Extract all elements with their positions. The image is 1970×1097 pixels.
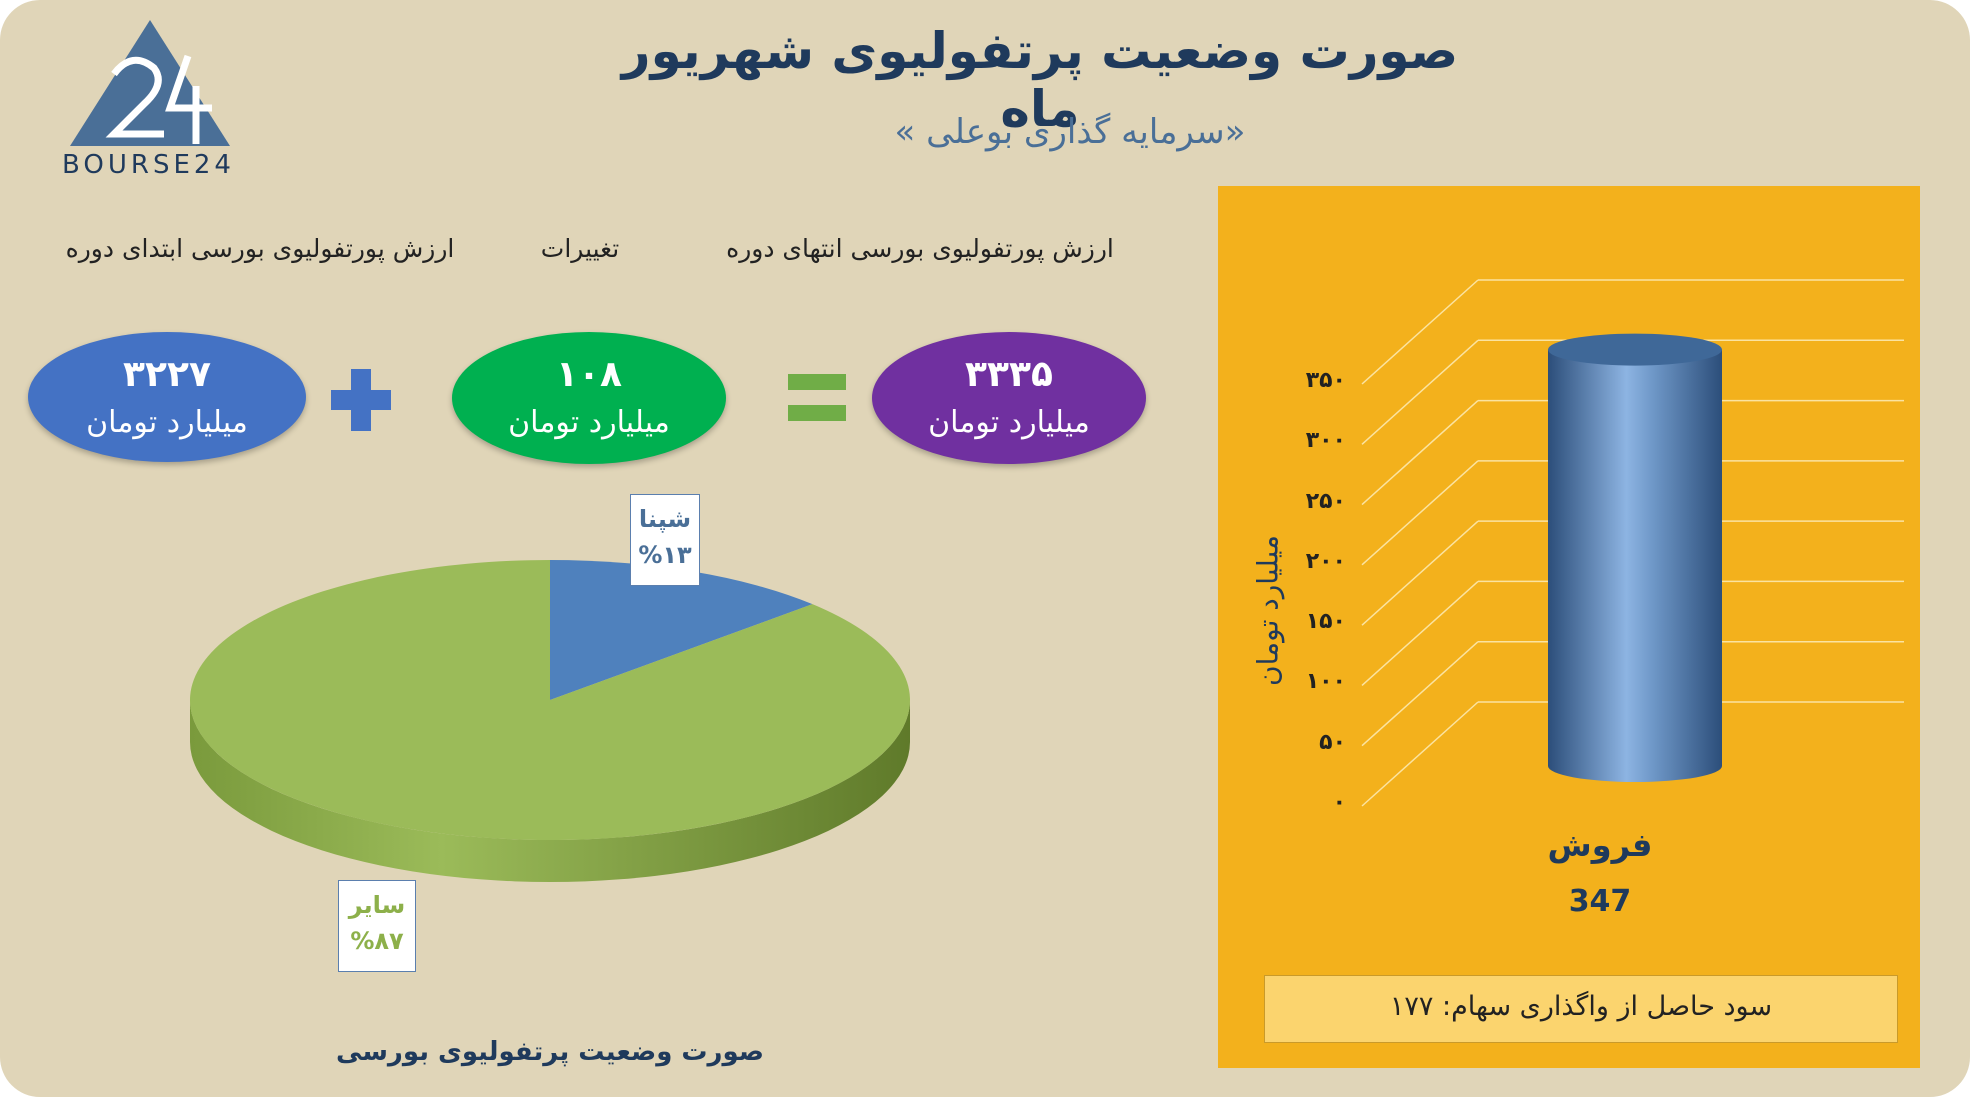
pie-side-wall bbox=[190, 700, 910, 882]
pie-label-other-value: %۸۷ bbox=[350, 927, 404, 955]
end-value-ellipse: ۳۳۳۵ میلیارد تومان bbox=[872, 332, 1146, 464]
bar-gridline-diag bbox=[1361, 400, 1479, 506]
change-value-ellipse: ۱۰۸ میلیارد تومان bbox=[452, 332, 726, 464]
pie-caption: صورت وضعیت پرتفولیوی بورسی bbox=[336, 1037, 764, 1067]
bar-gridline-diag bbox=[1361, 460, 1479, 566]
bar-y-tick-label: ۱۰۰ bbox=[1305, 669, 1346, 695]
bar-gridline-diag bbox=[1361, 701, 1479, 807]
change-value-unit: میلیارد تومان bbox=[508, 405, 670, 440]
bar-gridline-diag bbox=[1361, 580, 1479, 686]
logo-text: BOURSE24 bbox=[62, 150, 235, 180]
bar-y-axis-label-text: میلیارد تومان bbox=[1251, 535, 1285, 686]
equals-icon-bar bbox=[788, 405, 846, 421]
bar-gridline-diag bbox=[1361, 279, 1479, 385]
change-label: تغییرات bbox=[540, 234, 620, 263]
bar-y-tick-label: ۳۵۰ bbox=[1305, 368, 1346, 393]
equals-icon bbox=[788, 374, 846, 390]
bar-data-label: 347 bbox=[1568, 884, 1632, 919]
pie-chart bbox=[190, 560, 910, 882]
pie-slice-shpna bbox=[550, 560, 813, 700]
bar-y-tick-label: ۵۰ bbox=[1319, 729, 1346, 755]
bar-gridline-diag bbox=[1361, 641, 1479, 747]
page-subtitle: «سرمایه گذاری بوعلی » bbox=[894, 112, 1246, 152]
end-value-label: ارزش پورتفولیوی بورسی انتهای دوره bbox=[726, 234, 1114, 263]
bar-y-tick-label: ۱۵۰ bbox=[1305, 609, 1346, 635]
bar-cylinder-top bbox=[1548, 333, 1722, 366]
pie-slice-other bbox=[190, 560, 910, 840]
bourse24-logo bbox=[70, 20, 230, 146]
pie-label-other: سایر %۸۷ bbox=[338, 880, 416, 972]
start-value-label: ارزش پورتفولیوی بورسی ابتدای دوره bbox=[65, 234, 455, 263]
bar-category-label: فروش bbox=[1547, 826, 1653, 864]
pie-label-shpna-value: %۱۳ bbox=[638, 541, 692, 569]
profit-box: سود حاصل از واگذاری سهام: ۱۷۷ bbox=[1264, 975, 1898, 1043]
pie-label-other-name: سایر bbox=[348, 891, 406, 919]
start-value-unit: میلیارد تومان bbox=[86, 405, 248, 440]
bar-y-tick-label: ۲۵۰ bbox=[1305, 488, 1346, 514]
pie-label-shpna-name: شپنا bbox=[638, 505, 692, 533]
bar-cylinder-body bbox=[1548, 349, 1722, 782]
profit-text: سود حاصل از واگذاری سهام: ۱۷۷ bbox=[1389, 991, 1773, 1022]
page-title: صورت وضعیت پرتفولیوی شهریور ماه bbox=[621, 22, 1459, 138]
change-value: ۱۰۸ bbox=[556, 354, 622, 395]
bar-y-tick-label: ۰ bbox=[1332, 790, 1346, 815]
start-value-ellipse: ۳۲۲۷ میلیارد تومان bbox=[28, 332, 306, 462]
plus-icon-vertical bbox=[351, 369, 371, 431]
end-value: ۳۳۳۵ bbox=[965, 354, 1053, 395]
bar-y-tick-label: ۲۰۰ bbox=[1305, 548, 1346, 574]
bar-gridline-diag bbox=[1361, 520, 1479, 626]
bar-gridline-diag bbox=[1361, 339, 1479, 445]
pie-label-shpna: شپنا %۱۳ bbox=[630, 494, 700, 586]
bar-y-tick-label: ۳۰۰ bbox=[1305, 428, 1346, 454]
start-value: ۳۲۲۷ bbox=[123, 354, 211, 395]
end-value-unit: میلیارد تومان bbox=[928, 405, 1090, 440]
